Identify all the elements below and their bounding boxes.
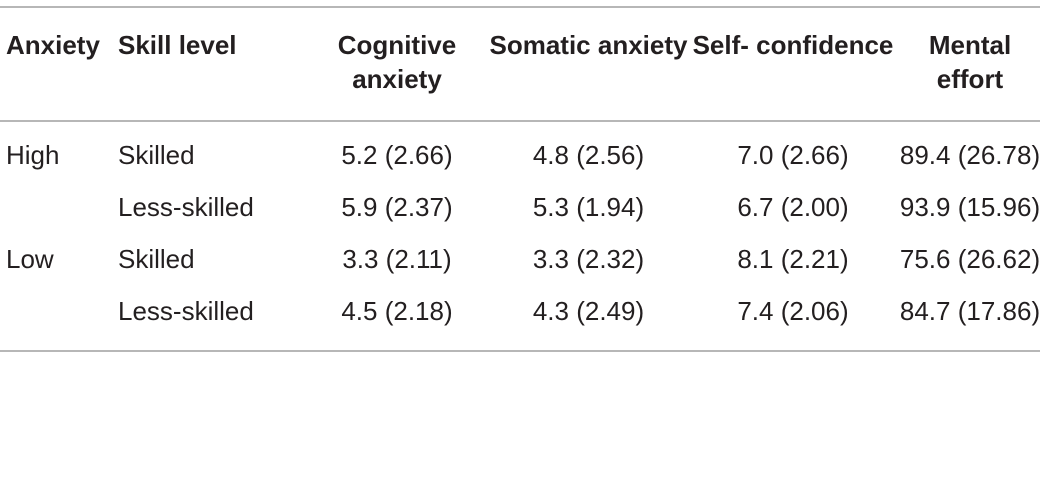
cell-mental-effort: 84.7 (17.86) bbox=[899, 296, 1040, 326]
cell-somatic-anxiety: 4.3 (2.49) bbox=[532, 296, 645, 326]
cell-cognitive-anxiety: 3.3 (2.11) bbox=[342, 244, 452, 274]
cell-skill-level: Skilled bbox=[118, 140, 195, 170]
table-row: Less-skilled 4.5 (2.18) 4.3 (2.49) 7.4 (… bbox=[0, 294, 1040, 351]
cell-mental-effort: 75.6 (26.62) bbox=[899, 244, 1040, 274]
cell-anxiety: Low bbox=[6, 244, 54, 274]
cell-somatic-anxiety: 4.8 (2.56) bbox=[532, 140, 645, 170]
cell-anxiety bbox=[0, 294, 112, 351]
header-somatic-anxiety: Somatic anxiety bbox=[489, 30, 688, 60]
cell-cognitive-anxiety: 5.9 (2.37) bbox=[341, 192, 453, 222]
table-body: High Skilled 5.2 (2.66) 4.8 (2.56) 7.0 (… bbox=[0, 121, 1040, 351]
cell-anxiety: High bbox=[6, 140, 60, 170]
cell-skill-level: Less-skilled bbox=[118, 296, 254, 326]
header-cognitive-anxiety: Cognitive anxiety bbox=[337, 30, 457, 94]
cell-self-confidence: 8.1 (2.21) bbox=[737, 244, 849, 274]
cell-skill-level: Skilled bbox=[118, 244, 195, 274]
table-header: Anxiety Skill level Cognitive anxiety So… bbox=[0, 7, 1040, 121]
header-skill-level: Skill level bbox=[118, 30, 237, 60]
cell-somatic-anxiety: 3.3 (2.32) bbox=[532, 244, 645, 274]
header-anxiety: Anxiety bbox=[6, 30, 100, 60]
cell-self-confidence: 7.0 (2.66) bbox=[737, 140, 849, 170]
header-self-confidence: Self- confidence bbox=[692, 30, 894, 60]
cell-mental-effort: 89.4 (26.78) bbox=[899, 140, 1040, 170]
cell-mental-effort: 93.9 (15.96) bbox=[899, 192, 1040, 222]
cell-somatic-anxiety: 5.3 (1.94) bbox=[532, 192, 645, 222]
cell-skill-level: Less-skilled bbox=[118, 192, 254, 222]
results-table: Anxiety Skill level Cognitive anxiety So… bbox=[0, 6, 1040, 352]
header-row: Anxiety Skill level Cognitive anxiety So… bbox=[0, 7, 1040, 121]
cell-self-confidence: 6.7 (2.00) bbox=[737, 192, 849, 222]
table-row: High Skilled 5.2 (2.66) 4.8 (2.56) 7.0 (… bbox=[0, 121, 1040, 190]
cell-cognitive-anxiety: 5.2 (2.66) bbox=[341, 140, 453, 170]
table-row: Less-skilled 5.9 (2.37) 5.3 (1.94) 6.7 (… bbox=[0, 190, 1040, 242]
cell-cognitive-anxiety: 4.5 (2.18) bbox=[341, 296, 453, 326]
table-row: Low Skilled 3.3 (2.11) 3.3 (2.32) 8.1 (2… bbox=[0, 242, 1040, 294]
cell-self-confidence: 7.4 (2.06) bbox=[737, 296, 849, 326]
header-mental-effort: Mental effort bbox=[928, 30, 1012, 94]
cell-anxiety bbox=[0, 190, 112, 242]
